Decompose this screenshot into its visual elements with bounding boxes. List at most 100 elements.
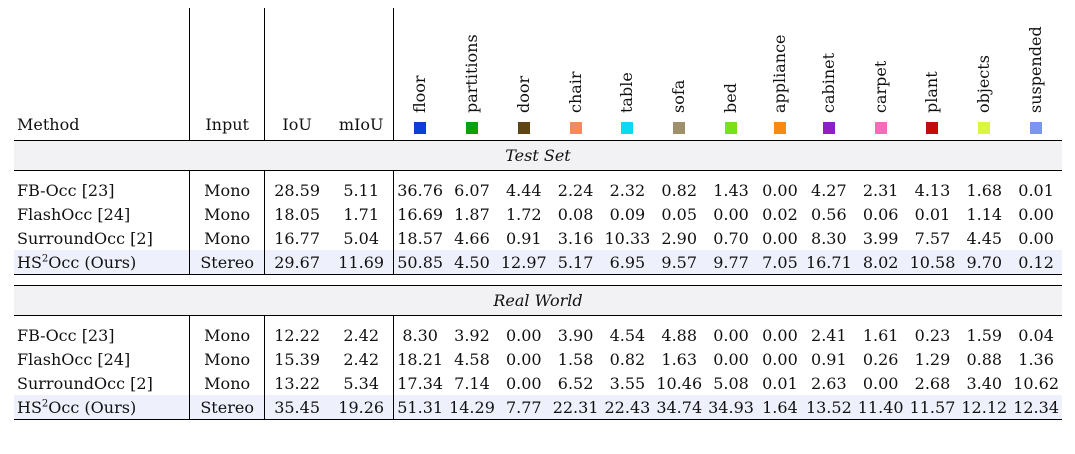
spacer-cell (602, 171, 654, 179)
class-label: plant (922, 71, 942, 113)
spacer-cell (757, 171, 803, 179)
table-row: FB-Occ [23] Mono 28.59 5.11 36.76 6.07 4.44 2.2… (14, 178, 1062, 202)
table-body: Test Set FB-Occ [23] Mono 28.59 5.11 36.76 6.0… (14, 140, 1062, 420)
value-cell-bed: 0.00 (713, 204, 749, 224)
method-name-rest: Occ (Ours) (48, 252, 137, 272)
value-cell-cabinet: 16.71 (802, 250, 855, 275)
value-cell-plant: 0.01 (914, 204, 951, 224)
class-header-wrap: carpet (858, 17, 904, 134)
spacer-cell (705, 171, 757, 179)
class-header-cabinet: cabinet (802, 8, 855, 141)
value-cell-door: 0.00 (505, 325, 542, 345)
value-cell-plant: 11.57 (906, 395, 959, 420)
value-cell-door: 4.44 (505, 180, 542, 200)
value-cell-sofa: 0.05 (661, 204, 698, 224)
value-cell-carpet: 3.99 (862, 228, 899, 248)
method-cell: HS2Occ (Ours) (14, 395, 191, 420)
miou-cell: 1.71 (329, 202, 395, 226)
class-header-table: table (601, 8, 654, 141)
input-cell: Stereo (189, 250, 266, 275)
spacer-cell (394, 316, 446, 324)
value-cell-partitions: 3.92 (454, 325, 490, 345)
class-header-wrap: floor (397, 17, 443, 134)
method-cell: FB-Occ [23] (14, 323, 191, 347)
value-cell-suspended: 1.36 (1018, 349, 1054, 369)
color-swatch-bed (725, 122, 738, 134)
value-cell-cabinet: 4.27 (811, 180, 847, 200)
value-cell-appliance: 0.00 (762, 180, 798, 200)
color-swatch-partitions (465, 122, 478, 134)
value-cell-chair: 2.24 (557, 180, 594, 200)
value-cell-partitions: 6.07 (454, 180, 490, 200)
value-cell-bed: 9.77 (705, 250, 757, 275)
spacer-cell (329, 170, 395, 178)
color-swatch-carpet (874, 122, 887, 134)
value-cell-carpet: 2.31 (862, 180, 899, 200)
value-cell-partitions: 7.14 (454, 373, 490, 393)
value-cell-partitions: 4.58 (454, 349, 490, 369)
value-cell-table: 2.32 (609, 180, 646, 200)
spacer-cell (550, 171, 602, 179)
section-spacer (14, 315, 1062, 324)
table-row: HS2Occ (Ours) Stereo 35.45 19.26 51.31 14.29 7… (14, 395, 1062, 420)
method-name-base: HS (17, 252, 42, 272)
iou-cell: 28.59 (274, 180, 320, 200)
input-cell: Mono (189, 178, 266, 202)
input-header: Input (189, 8, 266, 141)
table-row: SurroundOcc [2] Mono 16.77 5.04 18.57 4.66 0.9… (14, 226, 1062, 250)
value-cell-suspended: 0.00 (1018, 228, 1054, 248)
class-label: bed (721, 83, 741, 113)
input-cell: Mono (189, 323, 266, 347)
method-name-superscript: 2 (41, 398, 49, 410)
value-cell-chair: 5.17 (549, 250, 602, 275)
value-cell-appliance: 7.05 (756, 250, 803, 275)
value-cell-carpet: 0.06 (862, 204, 899, 224)
value-cell-appliance: 1.64 (756, 395, 803, 420)
class-label: objects (974, 55, 994, 113)
miou-cell: 11.69 (329, 250, 395, 275)
section-spacer (14, 170, 1062, 179)
table-row: FlashOcc [24] Mono 18.05 1.71 16.69 1.87 1.72 0… (14, 202, 1062, 226)
iou-cell: 35.45 (264, 395, 330, 420)
value-cell-table: 3.55 (609, 373, 646, 393)
method-name-superscript: 2 (41, 253, 49, 265)
section-title-row: Real World (14, 285, 1062, 316)
results-table: Method Input IoU mIoU floor partitions doo… (14, 8, 1062, 420)
value-cell-appliance: 0.00 (762, 349, 798, 369)
color-swatch-door (517, 122, 530, 134)
value-cell-bed: 34.93 (705, 395, 757, 420)
section-title-row: Test Set (14, 140, 1062, 171)
value-cell-table: 10.33 (604, 228, 651, 248)
class-label: appliance (769, 34, 789, 113)
table-row: FB-Occ [23] Mono 12.22 2.42 8.30 3.92 0.00 3.90… (14, 323, 1062, 347)
value-cell-objects: 0.88 (966, 349, 1003, 369)
value-cell-carpet: 8.02 (854, 250, 907, 275)
color-swatch-suspended (1030, 122, 1043, 134)
value-cell-suspended: 12.34 (1010, 395, 1062, 420)
value-cell-chair: 1.58 (557, 349, 594, 369)
miou-header: mIoU (329, 8, 395, 141)
value-cell-door: 7.77 (497, 395, 550, 420)
class-header-wrap: objects (961, 17, 1007, 134)
input-cell: Mono (189, 226, 266, 250)
value-cell-chair: 22.31 (549, 395, 602, 420)
class-header-objects: objects (958, 8, 1011, 141)
value-cell-suspended: 0.01 (1018, 180, 1054, 200)
iou-cell: 16.77 (274, 228, 320, 248)
value-cell-chair: 0.08 (557, 204, 594, 224)
color-swatch-table (621, 122, 634, 134)
value-cell-bed: 0.70 (713, 228, 749, 248)
class-header-wrap: appliance (760, 17, 800, 134)
value-cell-floor: 16.69 (397, 204, 444, 224)
value-cell-cabinet: 13.52 (802, 395, 855, 420)
value-cell-table: 4.54 (609, 325, 646, 345)
spacer-cell (189, 170, 266, 178)
value-cell-objects: 9.70 (958, 250, 1011, 275)
class-header-wrap: sofa (656, 17, 702, 134)
method-cell: HS2Occ (Ours) (14, 250, 191, 275)
value-cell-sofa: 10.46 (656, 373, 703, 393)
spacer-cell (757, 316, 803, 324)
value-cell-objects: 12.12 (958, 395, 1011, 420)
spacer-cell (265, 171, 330, 179)
value-cell-carpet: 0.00 (862, 373, 899, 393)
